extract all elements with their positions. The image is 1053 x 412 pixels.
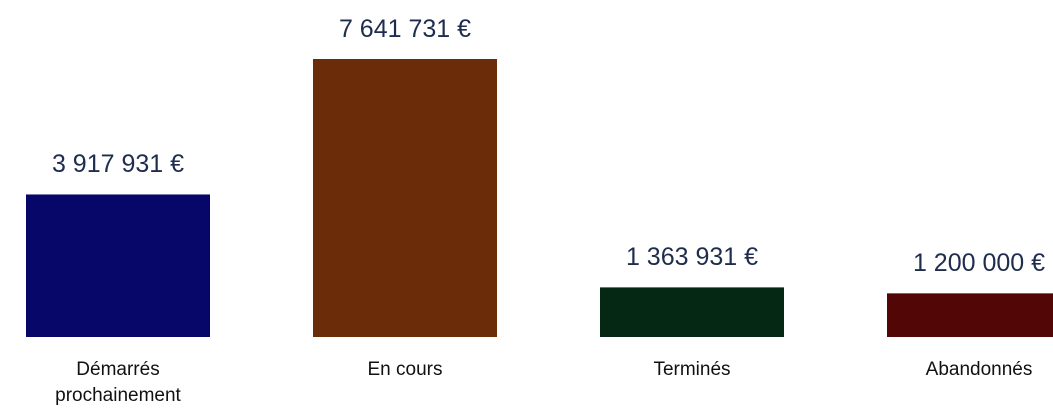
- bar: [313, 59, 497, 337]
- value-label: 3 917 931 €: [51, 150, 185, 179]
- category-label: Terminés: [653, 359, 731, 380]
- value-label: 1 363 931 €: [625, 243, 759, 272]
- bar: [26, 194, 210, 337]
- category-label: Démarrés prochainement: [55, 359, 181, 406]
- value-label: 7 641 731 €: [338, 15, 472, 43]
- bar: [887, 293, 1053, 337]
- category-label: Abandonnés: [925, 359, 1033, 380]
- value-label: 1 200 000 €: [912, 249, 1046, 278]
- bar: [600, 287, 784, 337]
- category-label: En cours: [367, 359, 443, 380]
